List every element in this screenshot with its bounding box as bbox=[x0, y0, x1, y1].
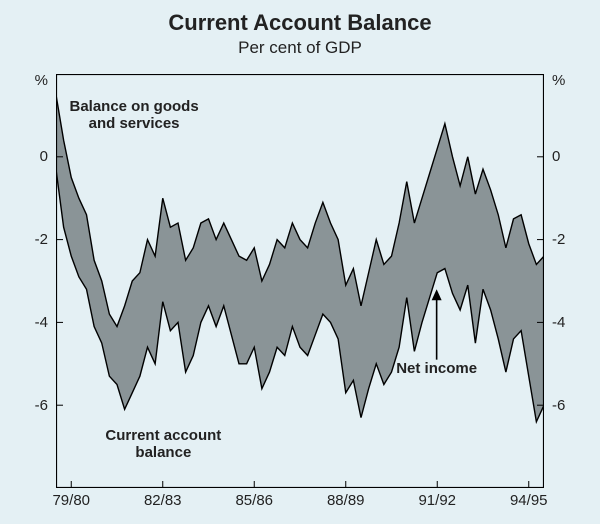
axis-tick-label: 94/95 bbox=[499, 492, 559, 509]
axis-tick-label: -6 bbox=[8, 397, 48, 414]
chart-annotation: Net income bbox=[357, 360, 517, 377]
axis-tick-label: 85/86 bbox=[224, 492, 284, 509]
axis-tick-label: -4 bbox=[552, 314, 565, 331]
axis-tick-label: 91/92 bbox=[407, 492, 467, 509]
chart-annotation: Balance on goodsand services bbox=[54, 98, 214, 133]
axis-tick-label: 0 bbox=[552, 148, 560, 165]
chart-subtitle: Per cent of GDP bbox=[0, 38, 600, 58]
chart-annotation: Current accountbalance bbox=[83, 427, 243, 462]
axis-tick-label: -2 bbox=[8, 231, 48, 248]
axis-tick-label: 82/83 bbox=[133, 492, 193, 509]
chart-title: Current Account Balance bbox=[0, 0, 600, 36]
axis-tick-label: 79/80 bbox=[41, 492, 101, 509]
axis-tick-label: -2 bbox=[552, 231, 565, 248]
axis-tick-label: % bbox=[552, 72, 565, 89]
axis-tick-label: % bbox=[8, 72, 48, 89]
axis-tick-label: 88/89 bbox=[316, 492, 376, 509]
axis-tick-label: 0 bbox=[8, 148, 48, 165]
chart-container: Current Account Balance Per cent of GDP … bbox=[0, 0, 600, 524]
axis-tick-label: -4 bbox=[8, 314, 48, 331]
axis-tick-label: -6 bbox=[552, 397, 565, 414]
